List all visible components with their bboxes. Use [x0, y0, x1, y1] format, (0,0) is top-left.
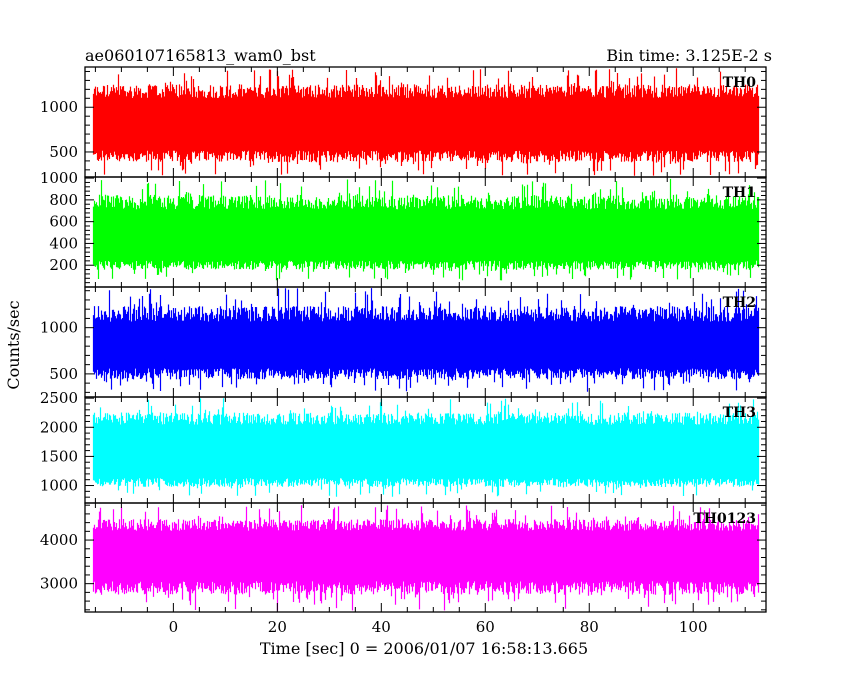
series-label-th3: TH3: [723, 405, 756, 421]
y-tick-label: 500: [49, 365, 78, 383]
panels: 5001000TH02004006008001000TH15001000TH21…: [40, 66, 767, 636]
y-tick-label: 400: [49, 234, 78, 252]
y-tick-label: 800: [49, 191, 78, 209]
series-trace-th0123: [92, 505, 760, 611]
chart-title: ae060107165813_wam0_bst: [85, 46, 316, 65]
y-tick-label: 1000: [40, 319, 78, 337]
y-tick-label: 600: [49, 213, 78, 231]
series-label-th2: TH2: [723, 295, 756, 311]
y-tick-label: 1000: [40, 477, 78, 495]
chart-subtitle: Bin time: 3.125E-2 s: [606, 46, 772, 65]
y-tick-label: 200: [49, 256, 78, 274]
y-tick-label: 3000: [40, 575, 78, 593]
y-tick-label: 2000: [40, 418, 78, 436]
x-tick-label: 40: [372, 618, 391, 636]
series-trace-th1: [92, 178, 760, 281]
series-label-th0: TH0: [723, 75, 757, 91]
y-axis-label: Counts/sec: [4, 300, 23, 389]
y-tick-label: 1000: [40, 98, 78, 116]
panel-th3: 1000 1500 2000 2500 TH3: [40, 389, 767, 504]
y-tick-label: 500: [49, 143, 78, 161]
panel-th0123: 3000 4000 TH0123: [40, 502, 767, 613]
panel-th0: 500 1000 TH0: [40, 66, 767, 178]
series-trace-th3: [92, 398, 760, 497]
x-tick-label: 20: [268, 618, 287, 636]
x-tick-label: 0: [169, 618, 179, 636]
x-tick-label: 100: [679, 618, 708, 636]
x-axis-label: Time [sec] 0 = 2006/01/07 16:58:13.665: [260, 639, 588, 658]
y-tick-label: 1000: [40, 169, 78, 187]
y-tick-label: 1500: [40, 447, 78, 465]
panel-th2: 500 1000 TH2: [40, 286, 767, 398]
series-label-th0123: TH0123: [693, 511, 756, 527]
series-trace-th0: [92, 68, 760, 176]
x-tick-label: 80: [580, 618, 599, 636]
x-tick-label: 60: [476, 618, 495, 636]
y-tick-label: 4000: [40, 531, 78, 549]
series-trace-th2: [92, 288, 760, 392]
panel-th1: 200 400 600 800 1000 TH1: [40, 169, 767, 288]
series-label-th1: TH1: [723, 185, 756, 201]
y-tick-label: 2500: [40, 389, 78, 407]
